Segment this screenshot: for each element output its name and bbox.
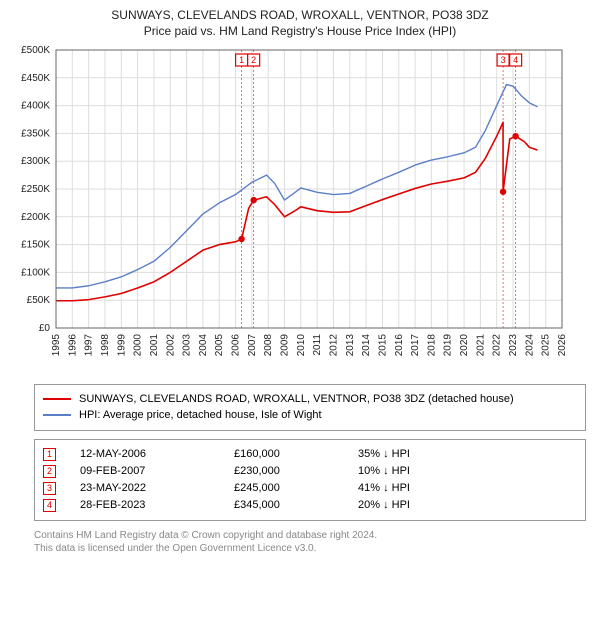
sale-price: £345,000 xyxy=(234,499,354,511)
sale-date: 12-MAY-2006 xyxy=(60,448,230,460)
svg-text:£100K: £100K xyxy=(21,267,50,278)
svg-text:1996: 1996 xyxy=(67,333,78,356)
svg-text:2012: 2012 xyxy=(328,333,339,356)
svg-text:£400K: £400K xyxy=(21,100,50,111)
svg-text:2014: 2014 xyxy=(361,333,372,356)
svg-text:£0: £0 xyxy=(39,323,51,334)
svg-text:£350K: £350K xyxy=(21,128,50,139)
sale-row: 1 12-MAY-2006 £160,000 35% ↓ HPI xyxy=(39,446,581,463)
legend-swatch xyxy=(43,414,71,416)
sale-delta: 10% ↓ HPI xyxy=(358,465,577,477)
svg-text:2006: 2006 xyxy=(231,333,242,356)
footnote-line-1: Contains HM Land Registry data © Crown c… xyxy=(34,529,586,542)
svg-text:2013: 2013 xyxy=(345,333,356,356)
svg-text:2008: 2008 xyxy=(263,333,274,356)
legend-item: SUNWAYS, CLEVELANDS ROAD, WROXALL, VENTN… xyxy=(43,391,577,408)
legend-item: HPI: Average price, detached house, Isle… xyxy=(43,407,577,424)
svg-text:1997: 1997 xyxy=(84,333,95,356)
svg-text:1: 1 xyxy=(239,55,244,65)
legend-label: HPI: Average price, detached house, Isle… xyxy=(79,407,322,424)
sale-price: £245,000 xyxy=(234,482,354,494)
svg-text:£200K: £200K xyxy=(21,211,50,222)
sale-delta: 41% ↓ HPI xyxy=(358,482,577,494)
svg-text:2009: 2009 xyxy=(280,333,291,356)
chart-container: SUNWAYS, CLEVELANDS ROAD, WROXALL, VENTN… xyxy=(0,0,600,565)
svg-text:1999: 1999 xyxy=(116,333,127,356)
sale-price: £160,000 xyxy=(234,448,354,460)
svg-text:2025: 2025 xyxy=(541,333,552,356)
title-line-2: Price paid vs. HM Land Registry's House … xyxy=(10,24,590,38)
legend-swatch xyxy=(43,398,71,400)
svg-text:2019: 2019 xyxy=(443,333,454,356)
svg-text:2: 2 xyxy=(251,55,256,65)
sale-date: 09-FEB-2007 xyxy=(60,465,230,477)
svg-text:£500K: £500K xyxy=(21,45,50,56)
svg-text:3: 3 xyxy=(501,55,506,65)
footnote-line-2: This data is licensed under the Open Gov… xyxy=(34,542,586,555)
svg-text:2000: 2000 xyxy=(133,333,144,356)
svg-text:2017: 2017 xyxy=(410,333,421,356)
svg-text:2002: 2002 xyxy=(165,333,176,356)
sale-price: £230,000 xyxy=(234,465,354,477)
svg-text:2024: 2024 xyxy=(524,333,535,356)
svg-text:£300K: £300K xyxy=(21,156,50,167)
footnote: Contains HM Land Registry data © Crown c… xyxy=(34,529,586,555)
svg-text:2005: 2005 xyxy=(214,333,225,356)
legend: SUNWAYS, CLEVELANDS ROAD, WROXALL, VENTN… xyxy=(34,384,586,431)
svg-text:2015: 2015 xyxy=(377,333,388,356)
sale-delta: 20% ↓ HPI xyxy=(358,499,577,511)
svg-text:1995: 1995 xyxy=(51,333,62,356)
svg-text:2023: 2023 xyxy=(508,333,519,356)
sale-marker: 2 xyxy=(43,465,56,478)
sale-marker: 1 xyxy=(43,448,56,461)
svg-text:4: 4 xyxy=(513,55,518,65)
svg-text:2001: 2001 xyxy=(149,333,160,356)
svg-text:£50K: £50K xyxy=(27,295,51,306)
svg-text:2004: 2004 xyxy=(198,333,209,356)
chart: £0 £50K £100K £150K £200K £250K £300K £350K £400… xyxy=(10,44,590,374)
sale-row: 3 23-MAY-2022 £245,000 41% ↓ HPI xyxy=(39,480,581,497)
sale-date: 23-MAY-2022 xyxy=(60,482,230,494)
sale-delta: 35% ↓ HPI xyxy=(358,448,577,460)
sales-table: 1 12-MAY-2006 £160,000 35% ↓ HPI 2 09-FEB-200… xyxy=(34,439,586,521)
svg-text:2003: 2003 xyxy=(182,333,193,356)
svg-text:£250K: £250K xyxy=(21,184,50,195)
legend-label: SUNWAYS, CLEVELANDS ROAD, WROXALL, VENTN… xyxy=(79,391,514,408)
svg-text:£450K: £450K xyxy=(21,72,50,83)
title-line-1: SUNWAYS, CLEVELANDS ROAD, WROXALL, VENTN… xyxy=(10,8,590,24)
svg-text:2021: 2021 xyxy=(475,333,486,356)
svg-text:2010: 2010 xyxy=(296,333,307,356)
svg-text:2016: 2016 xyxy=(394,333,405,356)
svg-text:2026: 2026 xyxy=(557,333,568,356)
svg-text:2011: 2011 xyxy=(312,333,323,355)
svg-text:2018: 2018 xyxy=(426,333,437,356)
svg-text:£150K: £150K xyxy=(21,239,50,250)
svg-text:1998: 1998 xyxy=(100,333,111,356)
sale-date: 28-FEB-2023 xyxy=(60,499,230,511)
sale-marker: 3 xyxy=(43,482,56,495)
line-chart-svg: £0 £50K £100K £150K £200K £250K £300K £350K £400… xyxy=(10,44,570,374)
sale-row: 4 28-FEB-2023 £345,000 20% ↓ HPI xyxy=(39,497,581,514)
svg-text:2007: 2007 xyxy=(247,333,258,356)
sale-marker: 4 xyxy=(43,499,56,512)
svg-text:2022: 2022 xyxy=(492,333,503,356)
svg-text:2020: 2020 xyxy=(459,333,470,356)
sale-row: 2 09-FEB-2007 £230,000 10% ↓ HPI xyxy=(39,463,581,480)
